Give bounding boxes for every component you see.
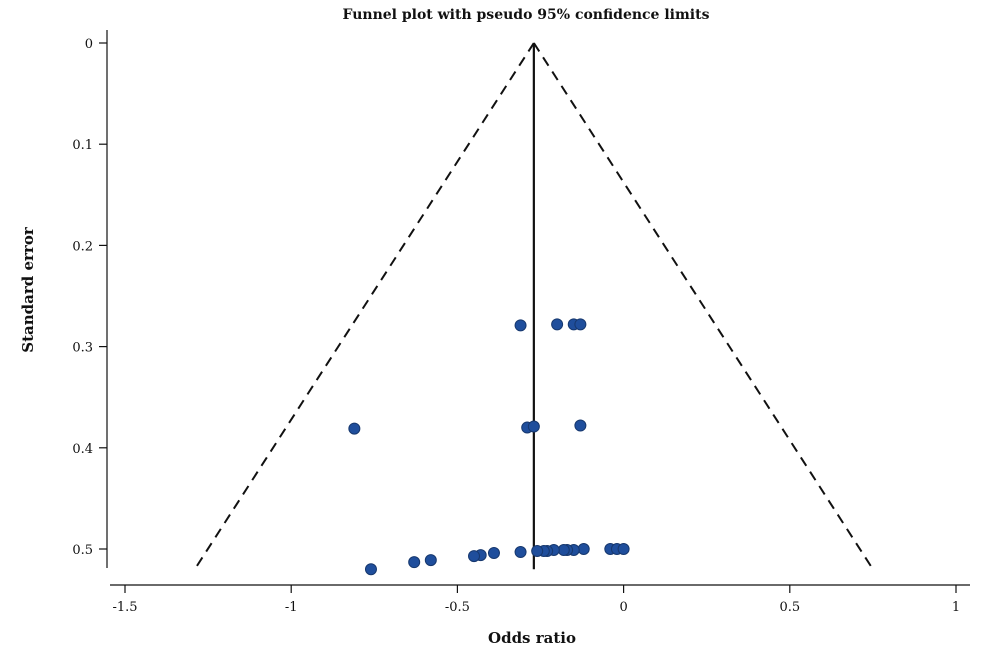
- study-point: [551, 318, 564, 331]
- y-tick-label: 0.5: [72, 543, 93, 558]
- axes: -1.5 -1 -0.5 0 0.5 1 0 0.1 0.2 0.3 0.4 0.5: [72, 30, 970, 615]
- study-point: [617, 543, 630, 555]
- y-tick-label: 0.2: [72, 239, 93, 254]
- confidence-limits: [193, 42, 874, 570]
- study-point: [424, 554, 437, 567]
- x-tick-label: -0.5: [445, 600, 470, 615]
- study-point: [577, 543, 590, 555]
- x-tick-label: -1: [285, 600, 298, 615]
- x-tick-label: 1: [952, 600, 960, 615]
- y-tick-label: 0: [85, 37, 93, 52]
- study-point: [531, 545, 544, 558]
- study-point: [364, 563, 377, 576]
- study-points: [348, 318, 630, 576]
- chart-title: Funnel plot with pseudo 95% confidence l…: [343, 7, 710, 23]
- x-tick-label: 0: [619, 600, 627, 615]
- study-point: [348, 422, 361, 435]
- y-axis-label: Standard error: [19, 226, 37, 353]
- x-tick-label: 0.5: [779, 600, 800, 615]
- study-point: [574, 318, 587, 331]
- study-point: [527, 420, 540, 433]
- study-point: [487, 547, 500, 560]
- y-tick-label: 0.4: [72, 442, 93, 457]
- study-point: [468, 550, 481, 563]
- x-axis-label: Odds ratio: [488, 629, 576, 647]
- x-tick-label: -1.5: [112, 600, 137, 615]
- lower-confidence-limit: [193, 42, 535, 570]
- study-point: [514, 546, 527, 559]
- upper-confidence-limit: [533, 42, 874, 570]
- study-point: [557, 544, 570, 557]
- y-tick-label: 0.1: [72, 138, 93, 153]
- y-tick-label: 0.3: [72, 341, 93, 356]
- study-point: [514, 319, 527, 332]
- study-point: [408, 556, 421, 569]
- study-point: [574, 419, 587, 432]
